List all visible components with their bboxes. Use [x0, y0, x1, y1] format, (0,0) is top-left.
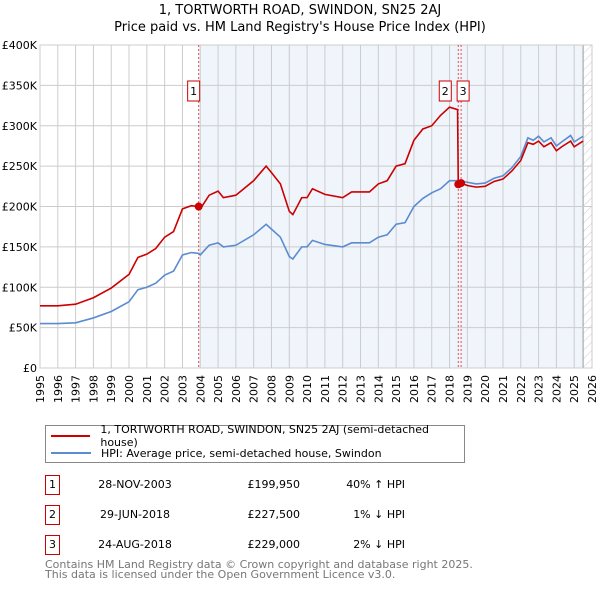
sale-price: £227,500	[247, 508, 301, 521]
x-tick-label: 2022	[515, 375, 528, 403]
property-price-line	[40, 106, 584, 307]
x-tick-label: 2004	[194, 375, 207, 403]
sale-date: 24-AUG-2018	[98, 538, 172, 551]
footer-copyright: Contains HM Land Registry data © Crown c…	[45, 558, 473, 571]
sale-label-box	[456, 80, 470, 102]
sale-number: 2	[45, 505, 60, 525]
sale-price: £199,950	[247, 478, 301, 491]
y-tick-label: £200K	[2, 201, 38, 214]
plot-frame	[39, 44, 593, 369]
price-chart: 1995 1996 1997 1998 1999 2000 2001 2002 2003 2004…	[2, 39, 599, 403]
x-tick-label: 2026	[586, 375, 599, 403]
x-tick-label: 2025	[568, 375, 581, 403]
sale-hpi-diff: 40% ↑ HPI	[346, 478, 405, 491]
x-tick-label: 2005	[212, 375, 225, 403]
x-tick-label: 2012	[337, 375, 350, 403]
legend-label: HPI: Average price, semi-detached house,…	[101, 446, 382, 460]
x-tick-label: 2008	[265, 375, 278, 403]
sale-number: 1	[45, 475, 60, 495]
y-tick-label: £400K	[2, 39, 38, 52]
sale-price: £229,000	[247, 538, 301, 551]
x-tick-label: 2006	[230, 375, 243, 403]
footer-licence: This data is licensed under the Open Gov…	[45, 568, 396, 581]
y-tick-label: £300K	[2, 120, 38, 133]
sale-label: 1	[190, 85, 197, 98]
x-tick-label: 2017	[426, 375, 439, 403]
x-tick-label: 1998	[87, 375, 100, 403]
sale-date: 28-NOV-2003	[98, 478, 172, 491]
x-tick-label: 2002	[159, 375, 172, 403]
footer: Contains HM Land Registry data © Crown c…	[45, 558, 473, 581]
x-tick-label: 2009	[283, 375, 296, 403]
x-tick-label: 2020	[479, 375, 492, 403]
sale-label-box	[187, 80, 201, 102]
legend-swatch-blue	[51, 452, 91, 454]
sale-label: 3	[460, 85, 467, 98]
x-tick-label: 2013	[355, 375, 368, 403]
sale-date: 29-JUN-2018	[99, 508, 171, 521]
x-tick-label: 2014	[372, 375, 385, 403]
sale-point	[457, 179, 466, 188]
x-tick-label: 2011	[319, 375, 332, 403]
legend-label: 1, TORTWORTH ROAD, SWINDON, SN25 2AJ (se…	[100, 423, 430, 449]
x-tick-label: 2015	[390, 375, 403, 403]
sale-hpi-diff: 2% ↓ HPI	[353, 538, 405, 551]
sale-number: 3	[45, 535, 60, 555]
x-tick-label: 2016	[408, 375, 421, 403]
x-tick-label: 2018	[444, 375, 457, 403]
x-tick-label: 2000	[123, 375, 136, 403]
sale-label: 2	[442, 85, 449, 98]
y-tick-label: £100K	[2, 281, 38, 294]
y-tick-label: £50K	[9, 322, 38, 335]
x-tick-label: 2019	[461, 375, 474, 403]
x-tick-label: 1997	[70, 375, 83, 403]
x-tick-label: 2007	[248, 375, 261, 403]
x-tick-label: 1995	[34, 375, 47, 403]
legend: 1, TORTWORTH ROAD, SWINDON, SN25 2AJ (se…	[45, 423, 465, 463]
x-tick-label: 2021	[497, 375, 510, 403]
hpi-line	[40, 134, 584, 325]
sale-hpi-diff: 1% ↓ HPI	[353, 508, 405, 521]
legend-swatch-red	[51, 435, 91, 437]
x-tick-label: 2023	[533, 375, 546, 403]
x-tick-label: 1999	[105, 375, 118, 403]
chart-title: 1, TORTWORTH ROAD, SWINDON, SN25 2AJ	[158, 3, 442, 18]
y-tick-label: £150K	[2, 241, 38, 254]
legend-item-hpi: HPI: Average price, semi-detached house,…	[46, 445, 382, 461]
sale-point	[194, 202, 203, 211]
y-tick-label: £0	[23, 362, 37, 375]
x-tick-label: 2001	[141, 375, 154, 403]
x-tick-label: 2024	[550, 375, 563, 403]
y-tick-label: £250K	[2, 160, 38, 173]
x-tick-label: 2010	[301, 375, 314, 403]
legend-item-property: 1, TORTWORTH ROAD, SWINDON, SN25 2AJ (se…	[46, 423, 464, 449]
x-tick-label: 1996	[52, 375, 65, 403]
sale-label-box	[438, 80, 452, 102]
x-tick-label: 2003	[176, 375, 189, 403]
y-tick-label: £350K	[2, 79, 38, 92]
chart-subtitle: Price paid vs. HM Land Registry's House …	[114, 20, 486, 35]
